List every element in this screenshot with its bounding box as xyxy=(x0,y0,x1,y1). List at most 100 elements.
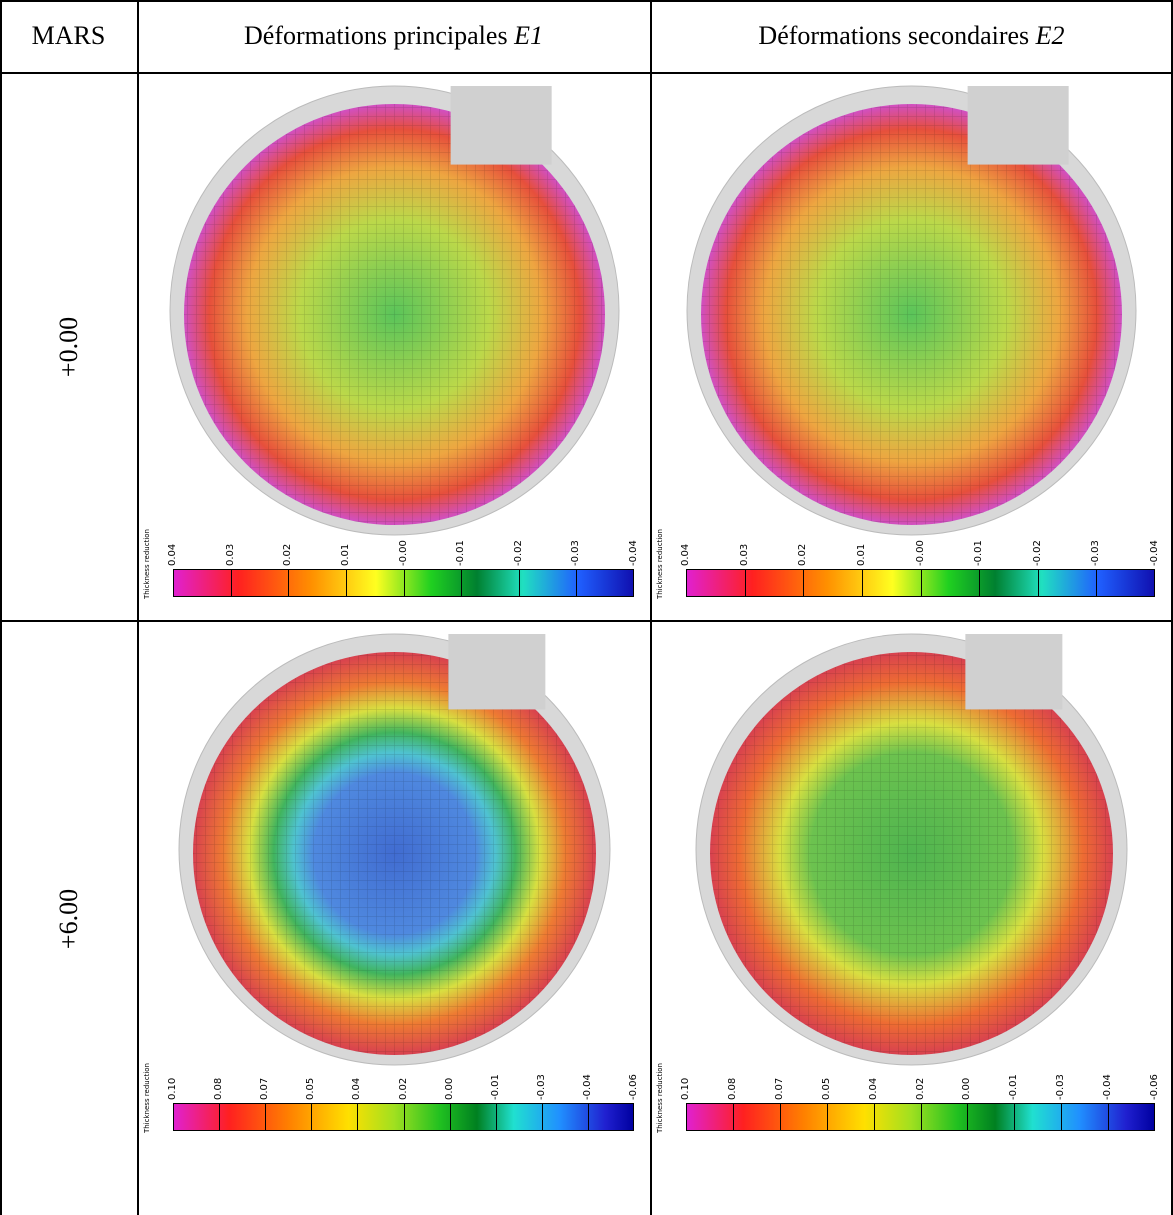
colorbar-tick-label: 0.02 xyxy=(914,1077,926,1100)
colorbar-divider xyxy=(230,570,232,596)
header-emphasis: E2 xyxy=(1035,21,1065,50)
colorbar-divider xyxy=(861,570,863,596)
colorbar-tick-label: 0.05 xyxy=(820,1077,832,1100)
colorbar-tick-label: -0.03 xyxy=(1055,1074,1067,1100)
colorbar-divider xyxy=(345,570,347,596)
colorbar-tick-label: -0.01 xyxy=(1008,1074,1020,1100)
colorbar-tick-label: 0.02 xyxy=(797,543,809,566)
colorbar-tick-label: 0.02 xyxy=(397,1077,409,1100)
colorbar-tick-label: -0.02 xyxy=(512,540,524,566)
colorbar-tick-label: 0.10 xyxy=(167,1077,178,1100)
colorbar-title: Thickness reduction xyxy=(656,1063,664,1133)
colorbar-divider xyxy=(979,570,981,596)
colorbar xyxy=(686,1103,1155,1131)
colorbar-tick-label: -0.00 xyxy=(397,540,409,566)
colorbar-divider xyxy=(403,570,405,596)
border xyxy=(0,620,1173,622)
colorbar-tick-label: -0.03 xyxy=(535,1074,547,1100)
colorbar-divider xyxy=(265,1104,267,1130)
colorbar-divider xyxy=(826,1104,828,1130)
colorbar-tick-label: -0.03 xyxy=(570,540,582,566)
header-cell: Déformations secondaires E2 xyxy=(650,0,1173,72)
strain-map xyxy=(664,80,1159,541)
colorbar-tick-label: -0.06 xyxy=(1149,1074,1160,1100)
colorbar-divider xyxy=(744,570,746,596)
colorbar-tick-label: -0.02 xyxy=(1031,540,1043,566)
colorbar-divider xyxy=(461,570,463,596)
colorbar-divider xyxy=(495,1104,497,1130)
header-text: Déformations principales xyxy=(244,21,508,50)
colorbar-tick-label: -0.04 xyxy=(628,540,639,566)
colorbar-divider xyxy=(803,570,805,596)
header-text: Déformations secondaires xyxy=(758,21,1030,50)
border xyxy=(137,0,139,1215)
colorbar-tick-label: 0.07 xyxy=(773,1077,785,1100)
colorbar-title: Thickness reduction xyxy=(656,529,664,599)
colorbar-divider xyxy=(288,570,290,596)
colorbar-divider xyxy=(587,1104,589,1130)
colorbar-tick-label: 0.00 xyxy=(961,1077,973,1100)
border xyxy=(0,72,1173,74)
colorbar-divider xyxy=(219,1104,221,1130)
row-label: +6.00 xyxy=(54,888,83,949)
border xyxy=(0,0,1173,2)
colorbar-divider xyxy=(403,1104,405,1130)
colorbar-tick-label: 0.07 xyxy=(259,1077,271,1100)
colorbar xyxy=(173,569,634,597)
header-emphasis: E1 xyxy=(514,21,543,50)
colorbar-tick-label: -0.01 xyxy=(973,540,985,566)
colorbar-divider xyxy=(779,1104,781,1130)
colorbar-tick-label: 0.04 xyxy=(167,543,178,566)
colorbar-tick-label: -0.01 xyxy=(455,540,467,566)
colorbar-divider xyxy=(920,570,922,596)
strain-map xyxy=(664,628,1159,1071)
border xyxy=(650,0,652,1215)
colorbar-divider xyxy=(1108,1104,1110,1130)
colorbar-tick-label: 0.04 xyxy=(867,1077,879,1100)
colorbar-divider xyxy=(576,570,578,596)
colorbar-divider xyxy=(311,1104,313,1130)
colorbar-tick-label: 0.05 xyxy=(305,1077,317,1100)
colorbar-tick-label: 0.08 xyxy=(213,1077,225,1100)
colorbar xyxy=(173,1103,634,1131)
colorbar-tick-label: -0.04 xyxy=(1149,540,1160,566)
header-cell: Déformations principales E1 xyxy=(137,0,650,72)
colorbar-tick-label: 0.02 xyxy=(282,543,294,566)
colorbar-divider xyxy=(1096,570,1098,596)
colorbar-tick-label: 0.00 xyxy=(443,1077,455,1100)
colorbar-tick-label: -0.04 xyxy=(581,1074,593,1100)
header-cell: MARS xyxy=(0,0,137,72)
colorbar-tick-label: 0.04 xyxy=(351,1077,363,1100)
colorbar-title: Thickness reduction xyxy=(143,529,151,599)
colorbar xyxy=(686,569,1155,597)
colorbar-divider xyxy=(1061,1104,1063,1130)
colorbar-tick-label: 0.04 xyxy=(680,543,691,566)
colorbar-divider xyxy=(732,1104,734,1130)
colorbar-tick-label: 0.01 xyxy=(339,543,351,566)
colorbar-tick-label: -0.04 xyxy=(1102,1074,1114,1100)
colorbar-tick-label: -0.00 xyxy=(914,540,926,566)
colorbar-tick-label: 0.03 xyxy=(224,543,236,566)
colorbar-divider xyxy=(449,1104,451,1130)
colorbar-divider xyxy=(1037,570,1039,596)
colorbar-tick-label: -0.01 xyxy=(489,1074,501,1100)
colorbar-divider xyxy=(967,1104,969,1130)
colorbar-tick-label: 0.08 xyxy=(726,1077,738,1100)
colorbar-divider xyxy=(357,1104,359,1130)
colorbar-tick-label: -0.06 xyxy=(628,1074,639,1100)
colorbar-divider xyxy=(518,570,520,596)
border xyxy=(1171,0,1173,1215)
colorbar-divider xyxy=(1014,1104,1016,1130)
strain-map xyxy=(151,80,638,541)
colorbar-tick-label: 0.10 xyxy=(680,1077,691,1100)
colorbar-title: Thickness reduction xyxy=(143,1063,151,1133)
colorbar-tick-label: 0.01 xyxy=(855,543,867,566)
colorbar-divider xyxy=(873,1104,875,1130)
colorbar-tick-label: -0.03 xyxy=(1090,540,1102,566)
border xyxy=(0,0,2,1215)
colorbar-divider xyxy=(920,1104,922,1130)
row-label: +0.00 xyxy=(54,316,83,378)
header-text: MARS xyxy=(31,21,106,50)
strain-map xyxy=(151,628,638,1071)
